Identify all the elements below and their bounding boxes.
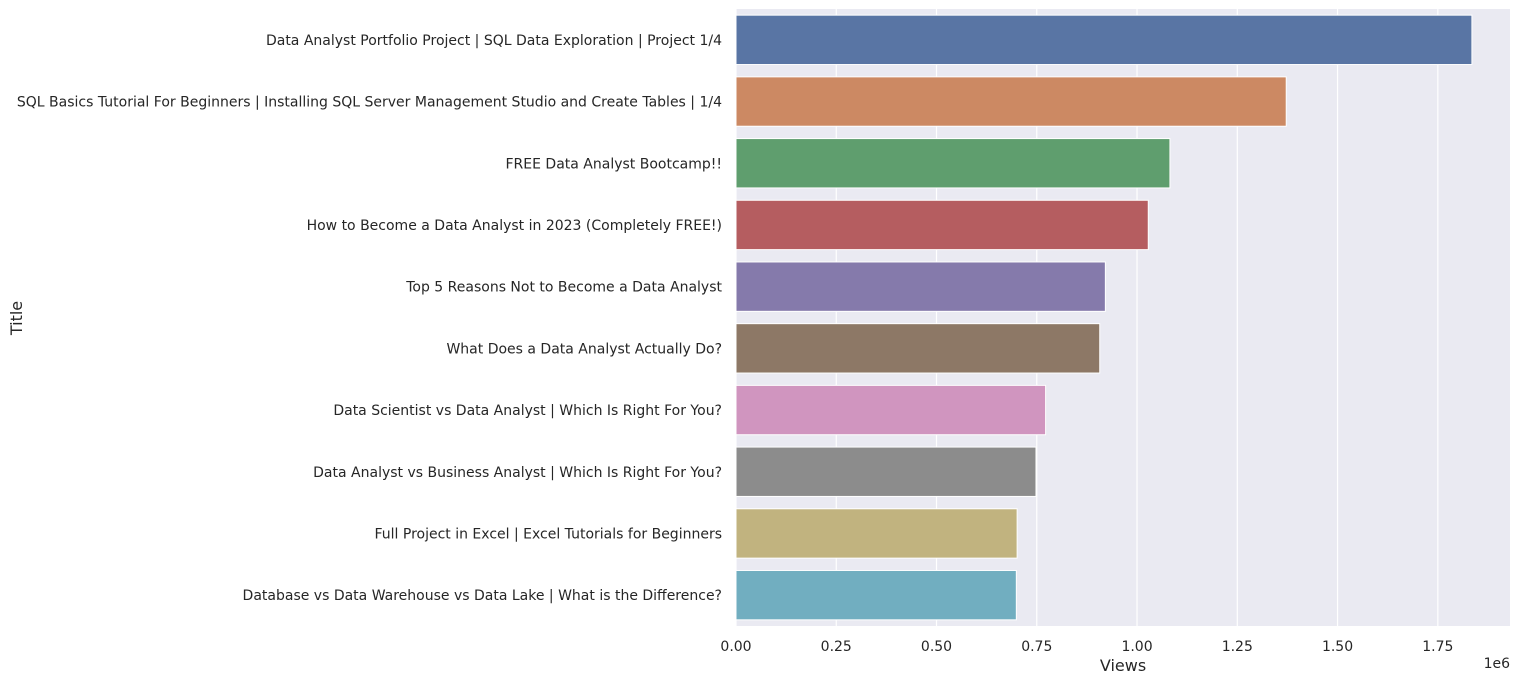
y-tick-label: Data Analyst Portfolio Project | SQL Dat… (266, 33, 722, 49)
bar (735, 261, 1106, 312)
y-tick-label: Data Analyst vs Business Analyst | Which… (313, 465, 722, 481)
x-tick-label: 0.25 (821, 639, 852, 655)
bars (735, 14, 1473, 621)
bar (735, 384, 1047, 436)
y-tick-label: How to Become a Data Analyst in 2023 (Co… (307, 218, 722, 234)
x-tick-label: 1.25 (1222, 639, 1253, 655)
bar (735, 76, 1287, 127)
y-tick-label: Full Project in Excel | Excel Tutorials … (374, 526, 722, 542)
x-tick-label: 0.75 (1021, 639, 1052, 655)
y-tick-label: Data Scientist vs Data Analyst | Which I… (333, 403, 722, 419)
bar (735, 446, 1037, 497)
bar (735, 199, 1149, 251)
y-tick-label: Database vs Data Warehouse vs Data Lake … (243, 588, 722, 604)
x-tick-label: 1.00 (1121, 639, 1152, 655)
y-tick-labels: Data Analyst Portfolio Project | SQL Dat… (17, 33, 723, 604)
y-tick-label: FREE Data Analyst Bootcamp!! (506, 156, 723, 172)
x-offset-label: 1e6 (1484, 656, 1511, 672)
bar (735, 138, 1171, 189)
bar (735, 14, 1473, 66)
x-axis-title: Views (1100, 656, 1146, 675)
bar (735, 323, 1101, 374)
bar (735, 569, 1017, 621)
x-tick-label: 0.50 (921, 639, 952, 655)
y-tick-label: Top 5 Reasons Not to Become a Data Analy… (405, 280, 722, 296)
x-tick-label: 1.75 (1422, 639, 1453, 655)
bar (735, 508, 1018, 559)
y-axis-title: Title (7, 301, 26, 336)
y-tick-label: SQL Basics Tutorial For Beginners | Inst… (17, 95, 722, 111)
x-tick-label: 0.00 (720, 639, 751, 655)
x-tick-label: 1.50 (1322, 639, 1353, 655)
x-tick-labels: 0.00 0.25 0.50 0.75 1.00 1.25 1.50 1.75 (720, 639, 1453, 655)
y-tick-label: What Does a Data Analyst Actually Do? (446, 341, 722, 357)
